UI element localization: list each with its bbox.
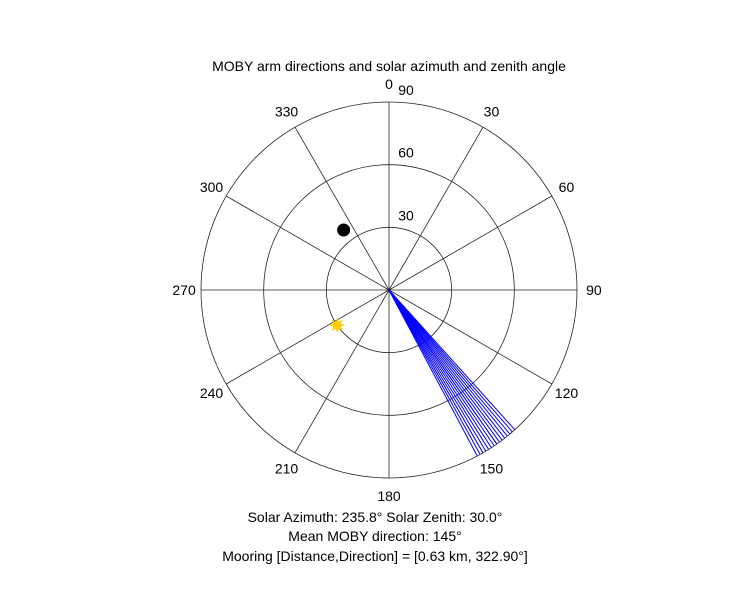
angular-gridline-120 — [388, 289, 553, 385]
radial-tick-label-90: 90 — [398, 82, 414, 98]
plot-area — [330, 223, 516, 457]
sun-disc — [332, 320, 342, 330]
axis-labels: 0 30 60 90 120 150 180 210 240 270 300 330 30 60 90 — [172, 76, 602, 504]
sun-marker — [330, 318, 345, 333]
solar-info-caption: Solar Azimuth: 235.8° Solar Zenith: 30.0… — [247, 509, 503, 525]
angle-tick-label-90: 90 — [586, 282, 602, 298]
moby-arm-line-8 — [388, 289, 498, 445]
moby-arm-line-15 — [388, 289, 478, 457]
mooring-caption: Mooring [Distance,Direction] = [0.63 km,… — [222, 548, 528, 564]
angle-tick-label-240: 240 — [200, 385, 224, 401]
angular-gridline-30 — [388, 126, 484, 291]
moby-arm-line-6 — [388, 289, 500, 443]
angular-gridline-60 — [388, 195, 553, 291]
angle-tick-label-0: 0 — [385, 76, 393, 92]
mean-direction-caption: Mean MOBY direction: 145° — [288, 528, 462, 544]
angle-tick-label-60: 60 — [559, 179, 575, 195]
moby-arm-line-13 — [388, 289, 484, 454]
moby-arm-line-5 — [388, 289, 503, 441]
angular-gridline-210 — [294, 289, 390, 454]
angle-tick-label-150: 150 — [480, 460, 504, 476]
moby-arm-line-2 — [388, 289, 511, 435]
angle-tick-label-180: 180 — [377, 488, 401, 504]
angular-gridline-300 — [225, 195, 390, 291]
moby-arm-line-1 — [388, 289, 513, 433]
angle-tick-label-270: 270 — [172, 282, 196, 298]
angle-tick-label-30: 30 — [484, 104, 500, 120]
chart-title: MOBY arm directions and solar azimuth an… — [212, 58, 566, 74]
moby-arm-line-3 — [388, 289, 508, 437]
moby-arm-line-11 — [388, 289, 490, 450]
angle-tick-label-120: 120 — [555, 385, 579, 401]
moby-arm-line-9 — [388, 289, 495, 447]
moby-arm-line-0 — [388, 289, 516, 431]
moby-arm-line-10 — [388, 289, 492, 448]
angle-tick-label-300: 300 — [200, 179, 224, 195]
angular-gridline-330 — [294, 126, 390, 291]
mooring-marker — [337, 223, 351, 237]
angular-gridline-240 — [225, 289, 390, 385]
radial-tick-label-60: 60 — [398, 145, 414, 161]
angle-tick-label-210: 210 — [275, 460, 299, 476]
moby-arm-line-14 — [388, 289, 481, 455]
radial-tick-label-30: 30 — [398, 207, 414, 223]
angle-tick-label-330: 330 — [275, 104, 299, 120]
moby-arm-line-4 — [388, 289, 506, 439]
moby-arm-line-12 — [388, 289, 487, 452]
